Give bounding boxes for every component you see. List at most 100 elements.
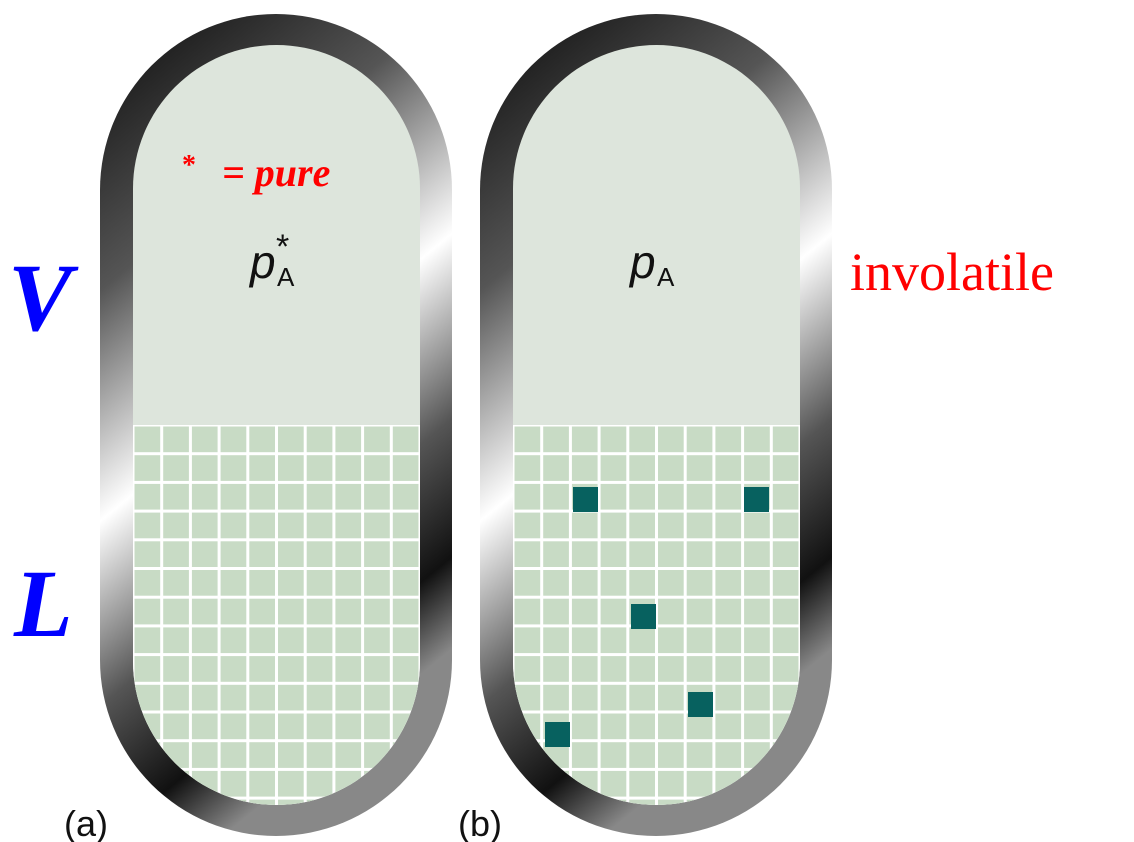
liquid-cell [600,598,627,625]
liquid-cell [686,483,713,510]
note-symbol: * [182,150,196,181]
liquid-cell [514,541,541,567]
liquid-cell [543,656,569,682]
liquid-cell [686,713,713,740]
liquid-cell [571,684,598,711]
liquid-cell [134,541,161,567]
liquid-cell [364,455,390,481]
liquid-cell [364,713,390,740]
liquid-cell [686,426,713,453]
liquid-cell [364,627,390,654]
liquid-cell [392,455,419,481]
liquid-cell [306,627,333,654]
liquid-cell [772,541,799,567]
liquid-cell [571,512,598,539]
liquid-cell [306,598,333,625]
liquid-cell [335,656,362,682]
liquid-cell [744,541,770,567]
liquid-cell [249,742,275,768]
liquid-cell [744,627,770,654]
liquid-cell [392,656,419,682]
liquid-cell [163,713,189,740]
liquid-cell [744,713,770,740]
liquid-cell [686,656,713,682]
liquid-cell [306,742,333,768]
liquid-cell [658,799,684,805]
liquid-cell [543,426,569,453]
liquid-cell [163,656,189,682]
liquid-cell [163,483,189,510]
liquid-cell [772,598,799,625]
liquid-cell [715,426,742,453]
liquid-cell [772,570,799,596]
liquid-cell [715,656,742,682]
liquid-cell [306,483,333,510]
liquid-cell [543,541,569,567]
note-text: = pure [222,150,330,195]
liquid-cell [514,455,541,481]
liquid-cell [134,512,161,539]
liquid-cell [629,483,655,510]
liquid-cell [306,426,333,453]
liquid-cell [306,713,333,740]
liquid-cell [220,598,247,625]
liquid-cell [744,512,770,539]
liquid-cell [278,713,304,740]
liquid-cell [335,713,362,740]
liquid-cell [249,770,275,797]
liquid-cell [658,426,684,453]
liquid-cell [134,627,161,654]
liquid-cell [514,598,541,625]
liquid-cell [335,483,362,510]
liquid-cell [163,598,189,625]
pressure-symbol: p [248,236,276,288]
liquid-cell [571,541,598,567]
liquid-cell [600,541,627,567]
solute-particle [744,487,769,512]
liquid-cell [686,627,713,654]
liquid-cell [220,742,247,768]
liquid-cell [715,627,742,654]
liquid-cell [543,627,569,654]
liquid-cell [249,627,275,654]
liquid-cell [335,742,362,768]
liquid-cell [772,426,799,453]
liquid-cell [629,541,655,567]
liquid-cell [306,455,333,481]
solute-particle [688,692,713,717]
liquid-cell [715,483,742,510]
liquid-cell [744,656,770,682]
liquid-cell [191,742,218,768]
liquid-cell [249,684,275,711]
liquid-cell [543,512,569,539]
liquid-cell [364,684,390,711]
liquid-cell [600,627,627,654]
liquid-cell [686,541,713,567]
liquid [133,425,420,805]
liquid-cell [658,684,684,711]
liquid-cell [600,483,627,510]
liquid-cell [392,799,419,805]
liquid-cell [220,770,247,797]
liquid-cell [335,570,362,596]
liquid-cell [600,570,627,596]
liquid-cell [134,483,161,510]
liquid-cell [629,799,655,805]
liquid-cell [335,426,362,453]
liquid-cell [514,512,541,539]
liquid-cell [163,541,189,567]
liquid-cell [191,541,218,567]
liquid-cell [249,656,275,682]
liquid-cell [514,570,541,596]
liquid-cell [249,799,275,805]
solute-particle [573,487,598,512]
liquid-cell [220,512,247,539]
liquid-cell [629,627,655,654]
liquid-cell [543,455,569,481]
liquid-cell [772,799,799,805]
liquid-cell [163,627,189,654]
liquid-cell [571,426,598,453]
liquid-cell [658,742,684,768]
